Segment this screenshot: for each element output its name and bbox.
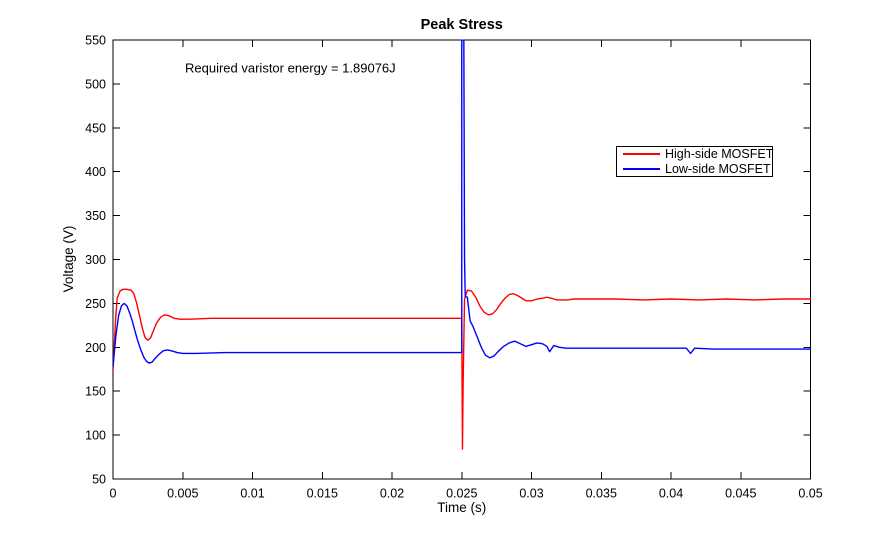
series-lines — [113, 39, 811, 450]
annotation-text: Required varistor energy = 1.89076J — [185, 61, 396, 76]
x-axis-label: Time (s) — [437, 500, 486, 515]
x-tick-label: 0.015 — [307, 487, 338, 501]
y-axis-label: Voltage (V) — [61, 226, 76, 293]
x-tick-label: 0.045 — [725, 487, 756, 501]
x-tick-label: 0.04 — [659, 487, 683, 501]
legend-label: Low-side MOSFET — [665, 161, 771, 176]
x-tick-label: 0.035 — [586, 487, 617, 501]
x-tick-label: 0.02 — [380, 487, 404, 501]
y-tick-label: 300 — [85, 253, 106, 267]
y-tick-label: 450 — [85, 121, 106, 135]
chart-title: Peak Stress — [421, 17, 503, 33]
y-tick-label: 150 — [85, 385, 106, 399]
series-line-1 — [113, 39, 811, 368]
x-tick-label: 0.05 — [798, 487, 822, 501]
legend-label: High-side MOSFET — [665, 147, 774, 162]
legend-entry-low-side: Low-side MOSFET — [617, 162, 772, 176]
y-tick-label: 400 — [85, 165, 106, 179]
y-tick-label: 350 — [85, 209, 106, 223]
y-tick-label: 200 — [85, 341, 106, 355]
x-tick-label: 0.005 — [167, 487, 198, 501]
series-line-0 — [113, 288, 811, 450]
y-tick-label: 250 — [85, 297, 106, 311]
x-tick-label: 0.03 — [519, 487, 543, 501]
x-tick-label: 0 — [110, 487, 117, 501]
x-tick-label: 0.025 — [446, 487, 477, 501]
y-tick-label: 50 — [92, 473, 106, 487]
legend-line — [623, 167, 660, 170]
x-tick-label: 0.01 — [240, 487, 264, 501]
y-tick-label: 500 — [85, 77, 106, 91]
axis-ticks: 0 0.005 0.01 0.015 0.02 0.025 0.03 0.035 0.04 0.0… — [85, 34, 823, 501]
legend-entry-high-side: High-side MOSFET — [617, 147, 774, 162]
y-tick-label: 100 — [85, 429, 106, 443]
legend-line — [623, 153, 660, 156]
y-tick-label: 550 — [85, 34, 106, 48]
legend-box: High-side MOSFET Low-side MOSFET — [616, 146, 773, 177]
